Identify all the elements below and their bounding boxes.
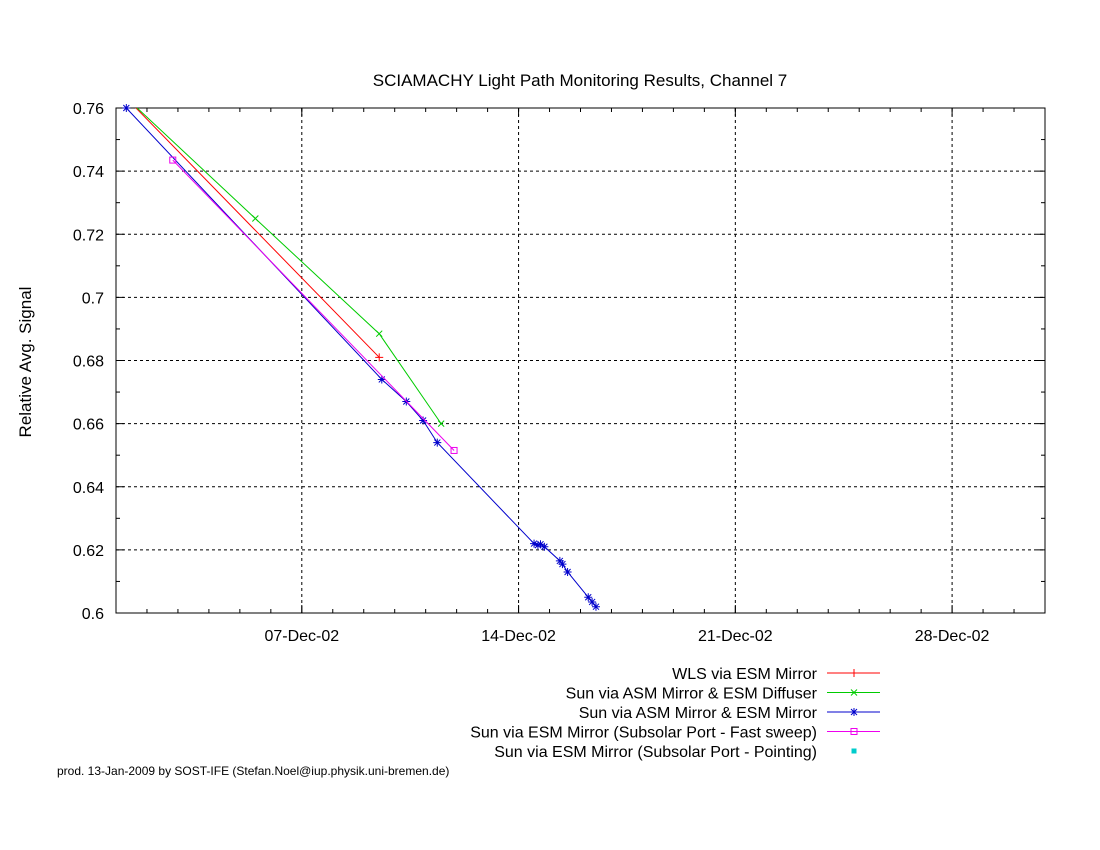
legend-label: Sun via ASM Mirror & ESM Diffuser xyxy=(566,686,818,703)
data-point xyxy=(591,602,600,611)
grid-lines xyxy=(116,108,1045,613)
y-tick-label: 0.74 xyxy=(73,164,104,181)
series-0 xyxy=(135,108,384,362)
legend: WLS via ESM Mirror Sun via ASM Mirror & E… xyxy=(470,666,880,761)
data-point xyxy=(169,156,177,164)
axis-ticks: 0.6 0.62 0.64 0.66 0.68 0.7 0.72 0.74 0.76 07-Dec… xyxy=(73,101,1045,645)
series-3 xyxy=(169,156,458,454)
footer-credit: prod. 13-Jan-2009 by SOST-IFE (Stefan.No… xyxy=(57,764,450,778)
data-point xyxy=(533,541,542,550)
legend-marker xyxy=(850,728,858,735)
data-point xyxy=(540,542,549,551)
legend-marker xyxy=(850,708,858,716)
series-2 xyxy=(122,104,600,611)
legend-label: Sun via ASM Mirror & ESM Mirror xyxy=(579,705,818,722)
y-tick-label: 0.7 xyxy=(82,290,104,307)
y-tick-label: 0.62 xyxy=(73,543,104,560)
data-point xyxy=(122,104,131,112)
series-line xyxy=(136,108,442,424)
data-point xyxy=(251,215,259,222)
data-point xyxy=(584,593,593,602)
data-point xyxy=(536,540,545,549)
y-tick-label: 0.68 xyxy=(73,354,104,371)
y-tick-label: 0.6 xyxy=(82,606,104,623)
legend-marker xyxy=(850,689,858,696)
data-point xyxy=(433,438,442,447)
data-point xyxy=(375,353,384,362)
legend-label: Sun via ESM Mirror (Subsolar Port - Fast… xyxy=(470,725,817,742)
series-line xyxy=(125,108,597,608)
y-tick-label: 0.72 xyxy=(73,227,104,244)
data-point xyxy=(437,420,445,427)
series-layer xyxy=(122,104,600,611)
plot-frame xyxy=(115,107,1046,614)
series-line xyxy=(172,159,455,451)
data-point xyxy=(419,416,428,425)
data-point xyxy=(375,330,383,338)
data-point xyxy=(588,597,597,606)
y-tick-label: 0.64 xyxy=(73,480,104,497)
x-tick-label: 28-Dec-02 xyxy=(915,628,990,645)
legend-marker xyxy=(851,748,857,754)
data-point xyxy=(530,539,539,548)
chart-title: SCIAMACHY Light Path Monitoring Results,… xyxy=(373,71,788,90)
legend-marker xyxy=(850,669,858,677)
y-tick-label: 0.66 xyxy=(73,417,104,434)
x-tick-label: 14-Dec-02 xyxy=(481,628,556,645)
data-point xyxy=(377,375,386,384)
legend-label: WLS via ESM Mirror xyxy=(672,666,818,683)
data-point xyxy=(563,567,572,576)
data-point xyxy=(450,446,458,454)
series-line xyxy=(135,108,380,358)
x-tick-label: 21-Dec-02 xyxy=(698,628,773,645)
series-1 xyxy=(136,108,445,427)
x-tick-label: 07-Dec-02 xyxy=(264,628,339,645)
data-point xyxy=(558,560,567,569)
legend-label: Sun via ESM Mirror (Subsolar Port - Poin… xyxy=(494,744,817,761)
y-tick-label: 0.76 xyxy=(73,101,104,118)
y-axis-label: Relative Avg. Signal xyxy=(16,287,35,438)
